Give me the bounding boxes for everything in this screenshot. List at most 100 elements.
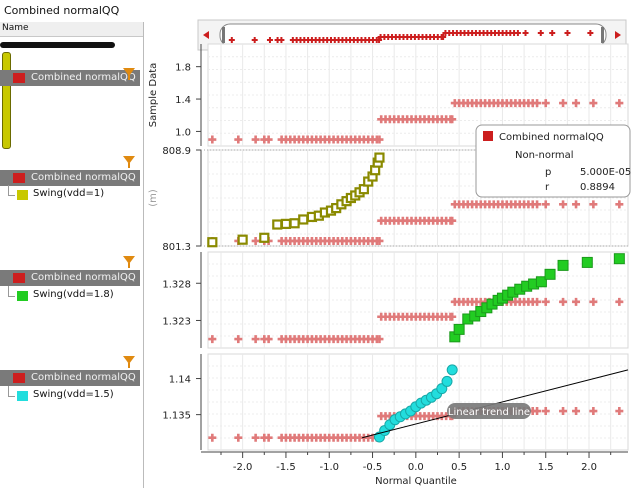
- tree-connector: [8, 386, 15, 397]
- x-tick-label: -1.0: [319, 462, 339, 473]
- legend-swatch: [483, 131, 493, 141]
- swing-vdd-1-point: [374, 152, 385, 163]
- combined-point: [234, 135, 243, 144]
- annotation-text: Linear trend line: [448, 407, 530, 418]
- combined-point: [615, 99, 624, 108]
- scroll-left-arrow-icon: [203, 31, 209, 39]
- filter-icon[interactable]: [123, 68, 135, 80]
- vertical-scrollbar[interactable]: [2, 52, 11, 149]
- combined-point: [448, 216, 457, 225]
- group-row-combined-1[interactable]: Combined normalQQ: [0, 70, 140, 86]
- swing-vdd-1-point: [272, 219, 283, 230]
- y-tick-label: 808.9: [162, 146, 191, 157]
- legend-box: Combined normalQQ Non-normal p 5.000E-05 r 0.…: [475, 124, 631, 198]
- combined-point: [541, 297, 550, 306]
- y-tick-label: 1.323: [162, 316, 191, 327]
- combined-point: [572, 99, 581, 108]
- overview-left-handle: [222, 27, 225, 43]
- combined-point: [541, 99, 550, 108]
- swing-vdd-1-8-point: [453, 323, 465, 335]
- y-tick-label: 1.8: [175, 63, 191, 74]
- combined-point: [264, 433, 273, 442]
- legend-frame: [475, 124, 631, 198]
- legend-stat-value: 0.8894: [580, 182, 615, 193]
- swing-vdd-1-8-point: [557, 259, 569, 271]
- combined-point: [208, 335, 217, 344]
- group-label: Combined normalQQ: [31, 172, 136, 183]
- group-color-swatch: [13, 173, 25, 183]
- overview-point: [564, 30, 571, 36]
- swing-vdd-1-point: [289, 218, 300, 229]
- group-row-combined-3[interactable]: Combined normalQQ: [0, 270, 140, 286]
- filter-icon[interactable]: [123, 356, 135, 368]
- combined-point: [208, 433, 217, 442]
- y-axis-label: (m): [148, 189, 159, 207]
- combined-point: [589, 200, 598, 209]
- tree-connector: [8, 185, 15, 196]
- combined-point: [541, 200, 550, 209]
- swing-vdd-1-point: [298, 214, 309, 225]
- left-panel: Name Combined normalQQ Combined normalQQ…: [0, 22, 144, 488]
- name-column-header-label: Name: [2, 23, 29, 33]
- window-title-bar: Combined normalQQ: [0, 0, 640, 22]
- overview-point: [266, 37, 273, 43]
- combined-point: [533, 99, 542, 108]
- swing-vdd-1-8-point: [535, 276, 547, 288]
- series-row-swing-vdd-1-5[interactable]: Swing(vdd=1.5): [4, 386, 144, 403]
- overview-point: [228, 37, 235, 43]
- y-axis-label: Sample Data: [148, 63, 159, 128]
- series-label: Swing(vdd=1): [33, 188, 105, 199]
- swing-vdd-1-point: [259, 232, 270, 243]
- group-label: Combined normalQQ: [31, 72, 136, 83]
- group-row-combined-4[interactable]: Combined normalQQ: [0, 370, 140, 386]
- combined-point: [572, 200, 581, 209]
- combined-point: [375, 135, 384, 144]
- x-tick-label: 0.0: [408, 462, 424, 473]
- combined-point: [251, 135, 260, 144]
- swing-vdd-1-5-point: [441, 375, 453, 387]
- group-color-swatch: [13, 373, 25, 383]
- combined-point: [589, 99, 598, 108]
- combined-point: [448, 312, 457, 321]
- legend-stat-value: 5.000E-05: [580, 167, 631, 178]
- x-tick-label: -1.5: [276, 462, 296, 473]
- name-column-header[interactable]: Name: [0, 22, 143, 37]
- panel-2: 1.323 1.328: [162, 251, 629, 349]
- combined-point: [251, 335, 260, 344]
- swing-vdd-1-8-point: [544, 268, 556, 280]
- combined-point: [208, 135, 217, 144]
- combined-point: [559, 297, 568, 306]
- series-row-swing-vdd-1-8[interactable]: Swing(vdd=1.8): [4, 286, 144, 303]
- swing-vdd-1-point: [280, 218, 292, 229]
- group-label: Combined normalQQ: [31, 372, 136, 383]
- overview-point: [278, 37, 285, 43]
- filter-icon[interactable]: [123, 156, 135, 168]
- y-tick-label: 1.328: [162, 279, 191, 290]
- filter-icon[interactable]: [123, 256, 135, 268]
- combined-point: [251, 236, 260, 245]
- combined-point: [559, 99, 568, 108]
- overview-point: [440, 34, 447, 40]
- combined-point: [533, 200, 542, 209]
- series-row-swing-vdd-1[interactable]: Swing(vdd=1): [4, 185, 144, 202]
- combined-point: [559, 407, 568, 416]
- y-tick-label: 1.4: [175, 95, 191, 106]
- combined-point: [615, 200, 624, 209]
- overview-point: [251, 37, 258, 43]
- swing-vdd-1-8-point: [613, 253, 625, 265]
- group-row-combined-2[interactable]: Combined normalQQ: [0, 170, 140, 186]
- combined-point: [375, 236, 384, 245]
- swing-vdd-1-point: [207, 237, 218, 248]
- overview-point: [537, 30, 544, 36]
- x-tick-label: 1.0: [494, 462, 510, 473]
- combined-point: [264, 135, 273, 144]
- overview-point: [514, 30, 521, 36]
- series-color-swatch: [17, 391, 28, 401]
- combined-point: [533, 407, 542, 416]
- swing-vdd-1-5-point: [446, 364, 458, 376]
- x-tick-label: -2.0: [233, 462, 253, 473]
- y-tick-label: 1.135: [162, 411, 191, 422]
- horizontal-scrollbar[interactable]: [0, 42, 115, 48]
